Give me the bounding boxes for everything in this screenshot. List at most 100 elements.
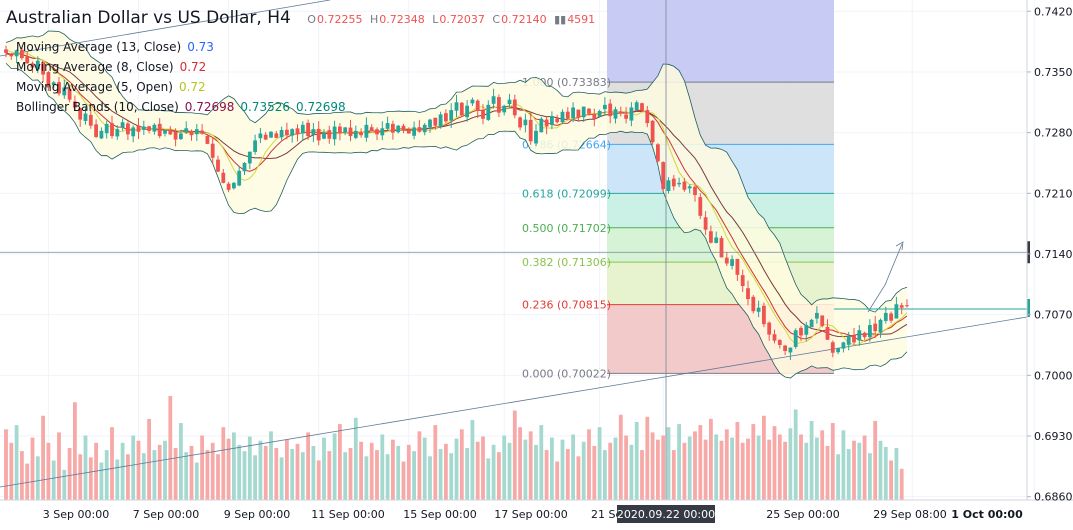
candle-body [592,113,597,119]
candle-body [136,125,141,132]
candle-body [883,312,888,321]
candle-body [401,125,406,131]
candle [815,306,819,324]
volume-bar [200,435,204,500]
candle-body [597,110,602,117]
volume-bar [179,423,183,500]
candle-body [438,114,443,127]
candle-body [83,113,88,121]
volume-bar [279,457,284,500]
volume-bar [719,440,724,500]
candle [369,124,374,132]
candle [428,118,432,133]
volume-bar [391,439,395,500]
candle [565,107,570,121]
candle [189,129,194,141]
candle [889,311,893,324]
volume-bar [359,441,363,500]
volume-bar [751,424,756,500]
candle-body [661,162,666,189]
volume-bar [497,452,501,500]
candle-body [735,258,740,275]
volume-bar [873,420,878,500]
candle-body [608,103,613,117]
volume-bar [30,437,35,500]
candle-body [417,127,422,132]
candle [645,105,650,128]
volume-bar [62,469,67,500]
candle [322,129,326,140]
candle [433,117,438,130]
candle [73,95,77,111]
candle [465,100,469,122]
candle [878,318,883,338]
candle-body [332,126,337,140]
candle [613,106,618,124]
candle-body [216,159,220,172]
candle-body [173,131,178,140]
candle-body [804,325,809,335]
candle-body [783,345,787,352]
candle-body [878,319,883,333]
candle [263,131,268,141]
candle [62,79,67,99]
candle [719,235,724,258]
volume-bar [295,443,300,500]
candle [534,123,538,147]
volume-bar [104,450,109,500]
candle [168,126,173,136]
volume-bar [57,432,61,500]
candle [868,319,872,342]
candle [762,302,766,328]
candle-body [762,305,766,325]
candle [618,106,623,117]
volume-bar [226,438,231,500]
candle [353,125,358,140]
candle [88,110,93,129]
candle-body [799,327,803,336]
candle-body [396,125,401,133]
volume-bar [433,425,438,500]
time-tick-label: 17 Sep 00:00 [494,508,567,521]
candle-body [846,336,851,345]
volume-bar [444,443,448,500]
candle-body [539,118,544,133]
candle [131,125,136,143]
volume-bar [730,437,734,500]
candle-body [544,119,549,127]
volume-bar [25,463,30,500]
candle [751,295,756,314]
candle-body [20,49,24,59]
time-axis: 3 Sep 00:00 7 Sep 00:00 9 Sep 00:00 11 Sep … [43,505,1023,523]
candle-body [889,313,893,321]
volume-bar [788,428,793,500]
price-level-marker [1027,299,1030,317]
volume-bar [152,450,157,500]
volume-bar [857,442,862,500]
volume-bar [290,449,295,500]
volume-bar [147,418,151,500]
candle-body [465,105,469,118]
volume-bar [99,462,104,500]
volume-bar [544,450,549,500]
volume-bar [820,430,825,500]
candle [115,125,120,140]
volume-bar [4,429,8,500]
volume-bar [157,444,162,500]
volume-bar [78,454,83,500]
candle [682,178,687,192]
candle [285,122,289,140]
candle [120,118,125,131]
candle [51,80,56,89]
time-tick-label: 29 Sep 08:00 [873,508,946,521]
volume-bar [242,451,247,500]
crosshair [0,0,1030,500]
volume-bar [470,419,475,500]
candle [401,123,406,134]
projection-line [867,243,903,313]
candle-body [295,128,300,135]
volume-bar [51,460,56,500]
